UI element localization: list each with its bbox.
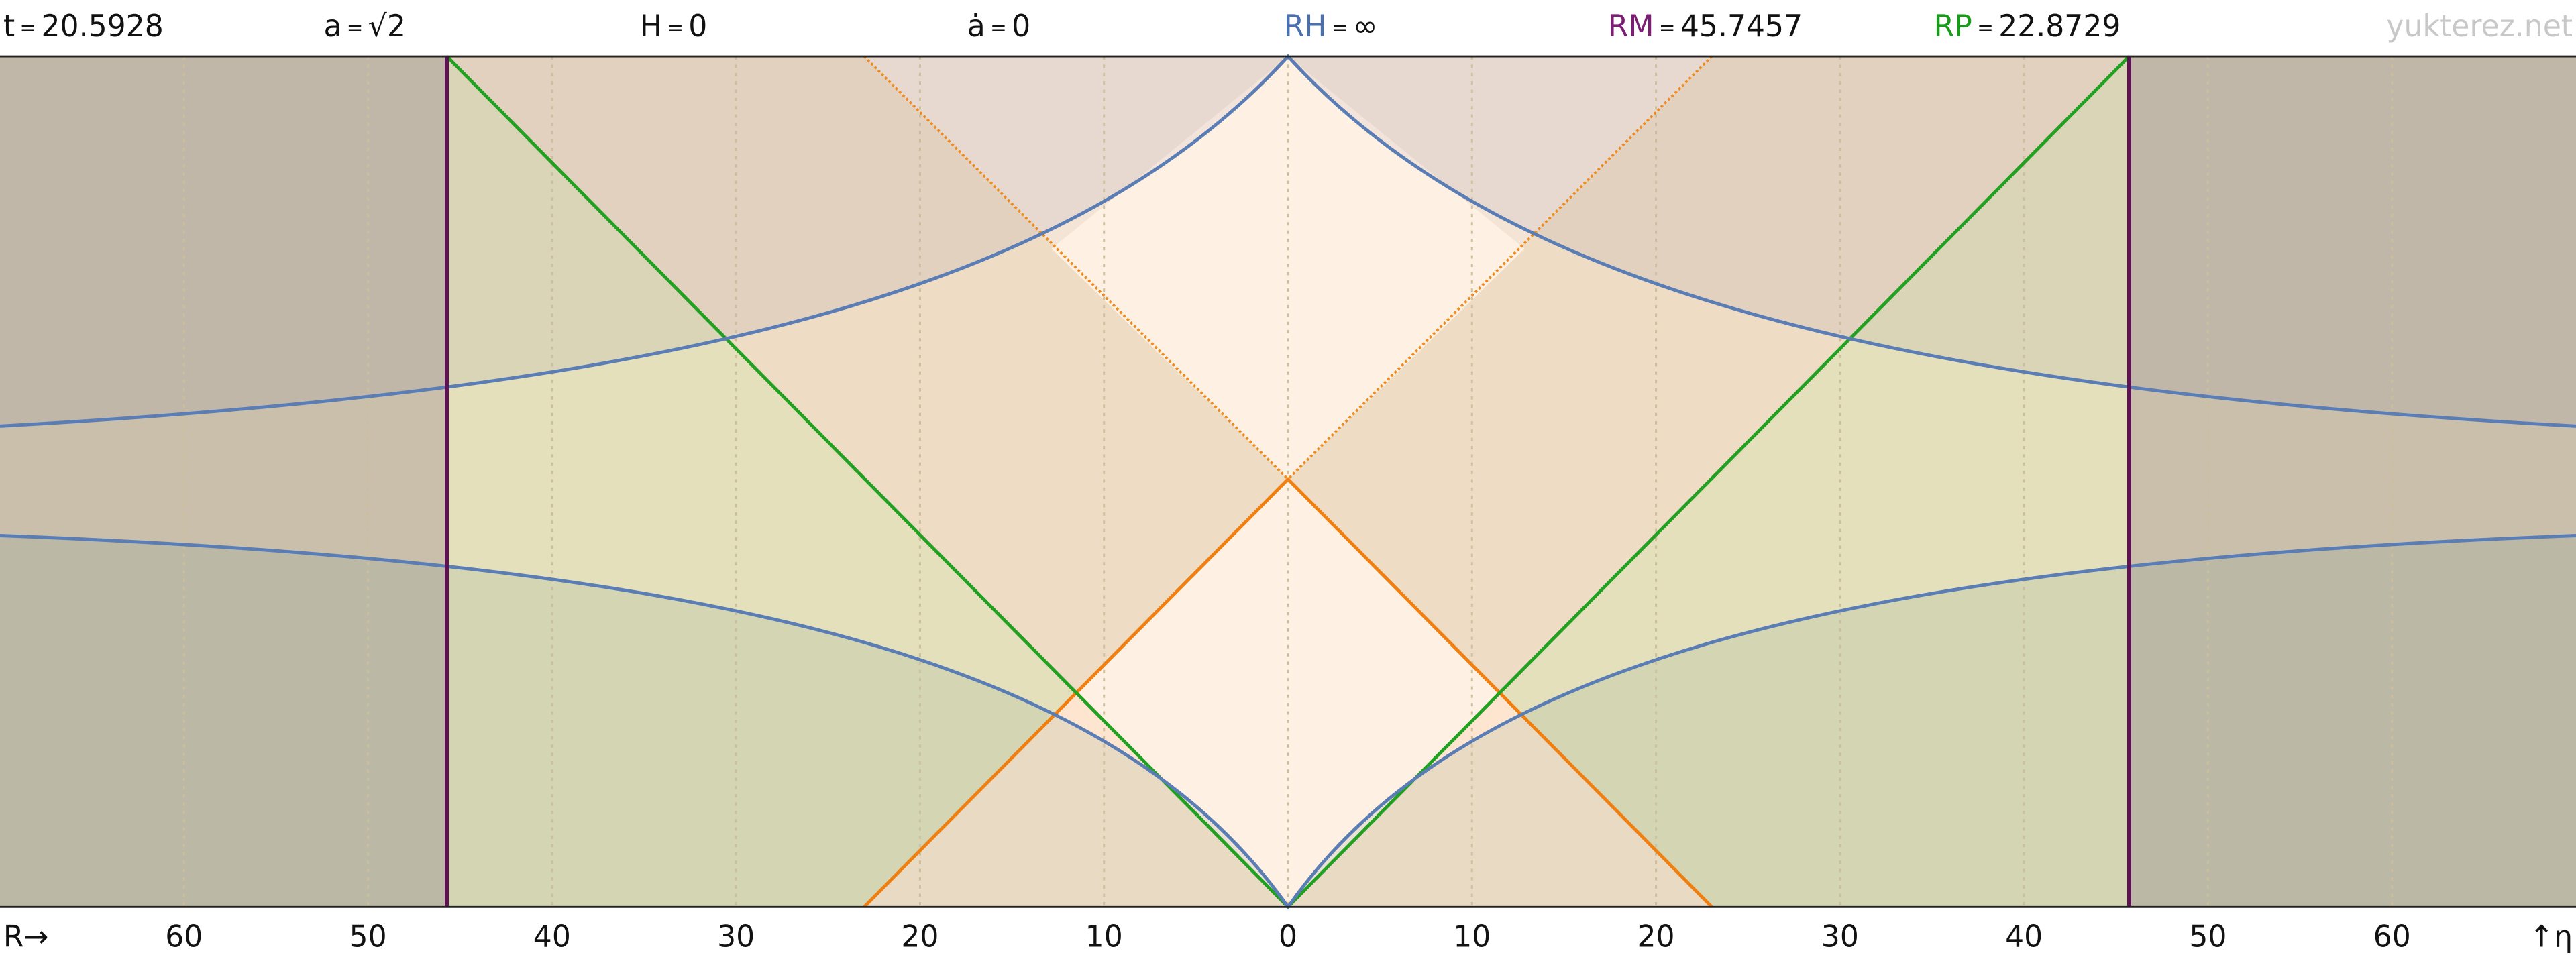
value: 22.8729 [1998, 9, 2121, 44]
axis-start-label: R→ [3, 919, 49, 954]
header-item: H = 0 [640, 9, 708, 44]
label: RM [1608, 9, 1654, 44]
value: 0 [1012, 9, 1030, 44]
x-tick-label: 50 [350, 919, 387, 954]
equals: = [1977, 15, 1994, 38]
equals: = [20, 15, 37, 38]
diamond-top [1051, 56, 1525, 480]
label: a [323, 9, 341, 44]
label: H [640, 9, 662, 44]
axis-end-label: ↑η [2529, 919, 2573, 954]
header-item: RM = 45.7457 [1608, 9, 1803, 44]
x-tick-label: 30 [717, 919, 755, 954]
value: 20.5928 [42, 9, 164, 44]
label: t [3, 9, 15, 44]
x-tick-label: 40 [2005, 919, 2043, 954]
x-tick-label: 40 [533, 919, 571, 954]
label: RP [1934, 9, 1972, 44]
x-axis: R→ ↑η 60 50 40 30 20 10 0 10 20 30 40 50 60 [3, 919, 2573, 954]
value: √2 [368, 9, 406, 44]
light-ray [863, 476, 1713, 909]
value: ∞ [1353, 9, 1378, 44]
equals: = [1659, 15, 1676, 38]
dotted-light-ray [1287, 55, 1713, 480]
equals: = [667, 15, 684, 38]
x-tick-label: 50 [2189, 919, 2226, 954]
header-item: RH = ∞ [1284, 9, 1378, 44]
value: 0 [688, 9, 707, 44]
label: RH [1284, 9, 1327, 44]
x-tick-label: 0 [1279, 919, 1297, 954]
equals: = [1332, 15, 1348, 38]
header-item: RP = 22.8729 [1934, 9, 2121, 44]
grid [182, 56, 2394, 907]
value: 45.7457 [1680, 9, 1803, 44]
horizon-region [0, 535, 2576, 907]
header-item: ȧ = 0 [967, 9, 1030, 44]
dotted-light-ray [863, 55, 1289, 480]
x-tick-label: 20 [1638, 919, 1675, 954]
x-tick-label: 60 [2373, 919, 2411, 954]
equals: = [347, 15, 364, 38]
watermark: yukterez.net [2386, 9, 2573, 44]
label: ȧ [967, 9, 985, 44]
x-tick-label: 10 [1085, 919, 1123, 954]
header-item: t = 20.5928 [3, 9, 164, 44]
header: t = 20.5928 a = √2 H = 0 ȧ = 0 RH = ∞ RM = 45.7457 R… [3, 9, 2573, 44]
x-tick-label: 30 [1821, 919, 1859, 954]
x-tick-label: 60 [165, 919, 203, 954]
horizon-region [0, 56, 2576, 427]
equals: = [990, 15, 1007, 38]
header-item: a = √2 [323, 9, 405, 44]
x-tick-label: 10 [1453, 919, 1491, 954]
plot-area [0, 54, 2576, 910]
x-tick-label: 20 [901, 919, 938, 954]
